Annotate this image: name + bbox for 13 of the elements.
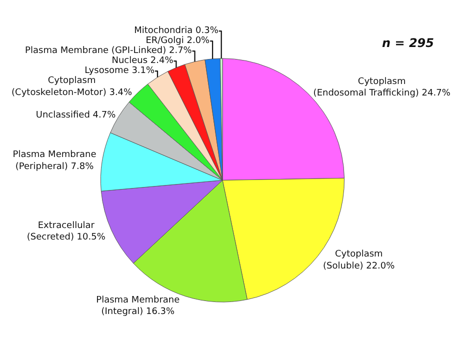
slice-label: Cytoplasm (Endosomal Trafficking) 24.7%: [313, 77, 451, 99]
slice-label: Plasma Membrane (Integral) 16.3%: [96, 295, 180, 318]
slice-label: Lysosome 3.1%: [84, 66, 155, 76]
slice-label: Unclassified 4.7%: [36, 110, 116, 120]
slice-label: Nucleus 2.4%: [112, 56, 174, 66]
slice-label: Cytoplasm (Cytoskeleton-Motor) 3.4%: [12, 76, 133, 98]
slice-label: Plasma Membrane (GPI-Linked) 2.7%: [25, 46, 192, 56]
text: n = 295: [382, 36, 434, 50]
slice-label: Plasma Membrane (Peripheral) 7.8%: [12, 150, 97, 172]
slice-label: ER/Golgi 2.0%: [146, 36, 210, 46]
slice-label: Mitochondria 0.3%: [134, 26, 219, 36]
slice-label: Extracellular (Secreted) 10.5%: [26, 220, 106, 243]
slice-label: Cytoplasm (Soluble) 22.0%: [323, 250, 396, 272]
